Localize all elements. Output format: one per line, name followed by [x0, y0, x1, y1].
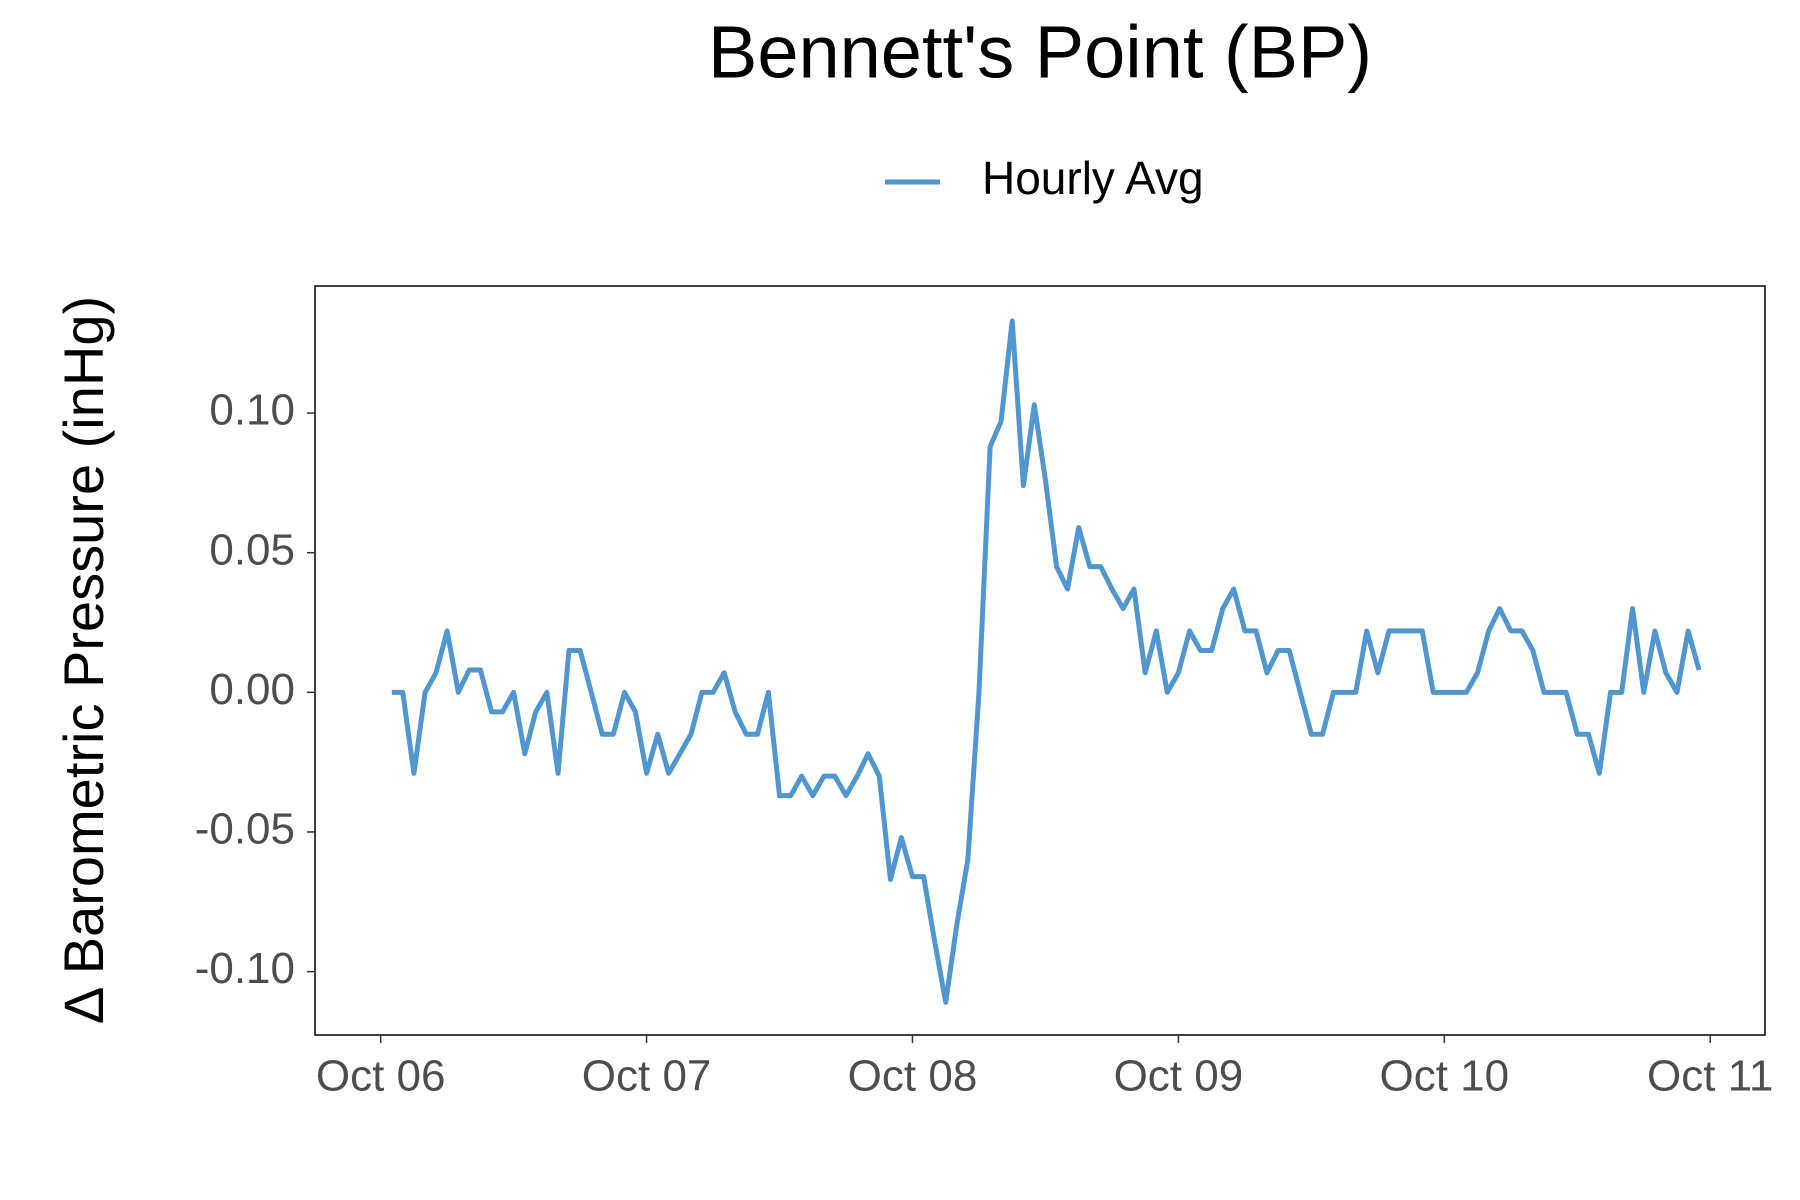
x-tick-label: Oct 09	[1114, 1052, 1244, 1101]
data-line	[391, 318, 1702, 1005]
y-tick-label: -0.10	[195, 944, 295, 993]
x-tick-label: Oct 11	[1647, 1052, 1773, 1101]
y-tick-label: 0.00	[209, 665, 295, 714]
y-tick-label: -0.05	[195, 805, 295, 854]
x-tick-label: Oct 10	[1380, 1052, 1510, 1101]
chart-title: Bennett's Point (BP)	[708, 11, 1372, 94]
y-tick-label: 0.05	[209, 525, 295, 574]
y-axis-label: Δ Barometric Pressure (inHg)	[52, 296, 115, 1024]
x-tick-label: Oct 06	[316, 1052, 446, 1101]
legend-label: Hourly Avg	[982, 152, 1204, 204]
x-tick-label: Oct 07	[582, 1052, 712, 1101]
plot-frame	[314, 285, 1766, 1036]
y-tick-label: 0.10	[209, 386, 295, 435]
x-tick-label: Oct 08	[848, 1052, 978, 1101]
